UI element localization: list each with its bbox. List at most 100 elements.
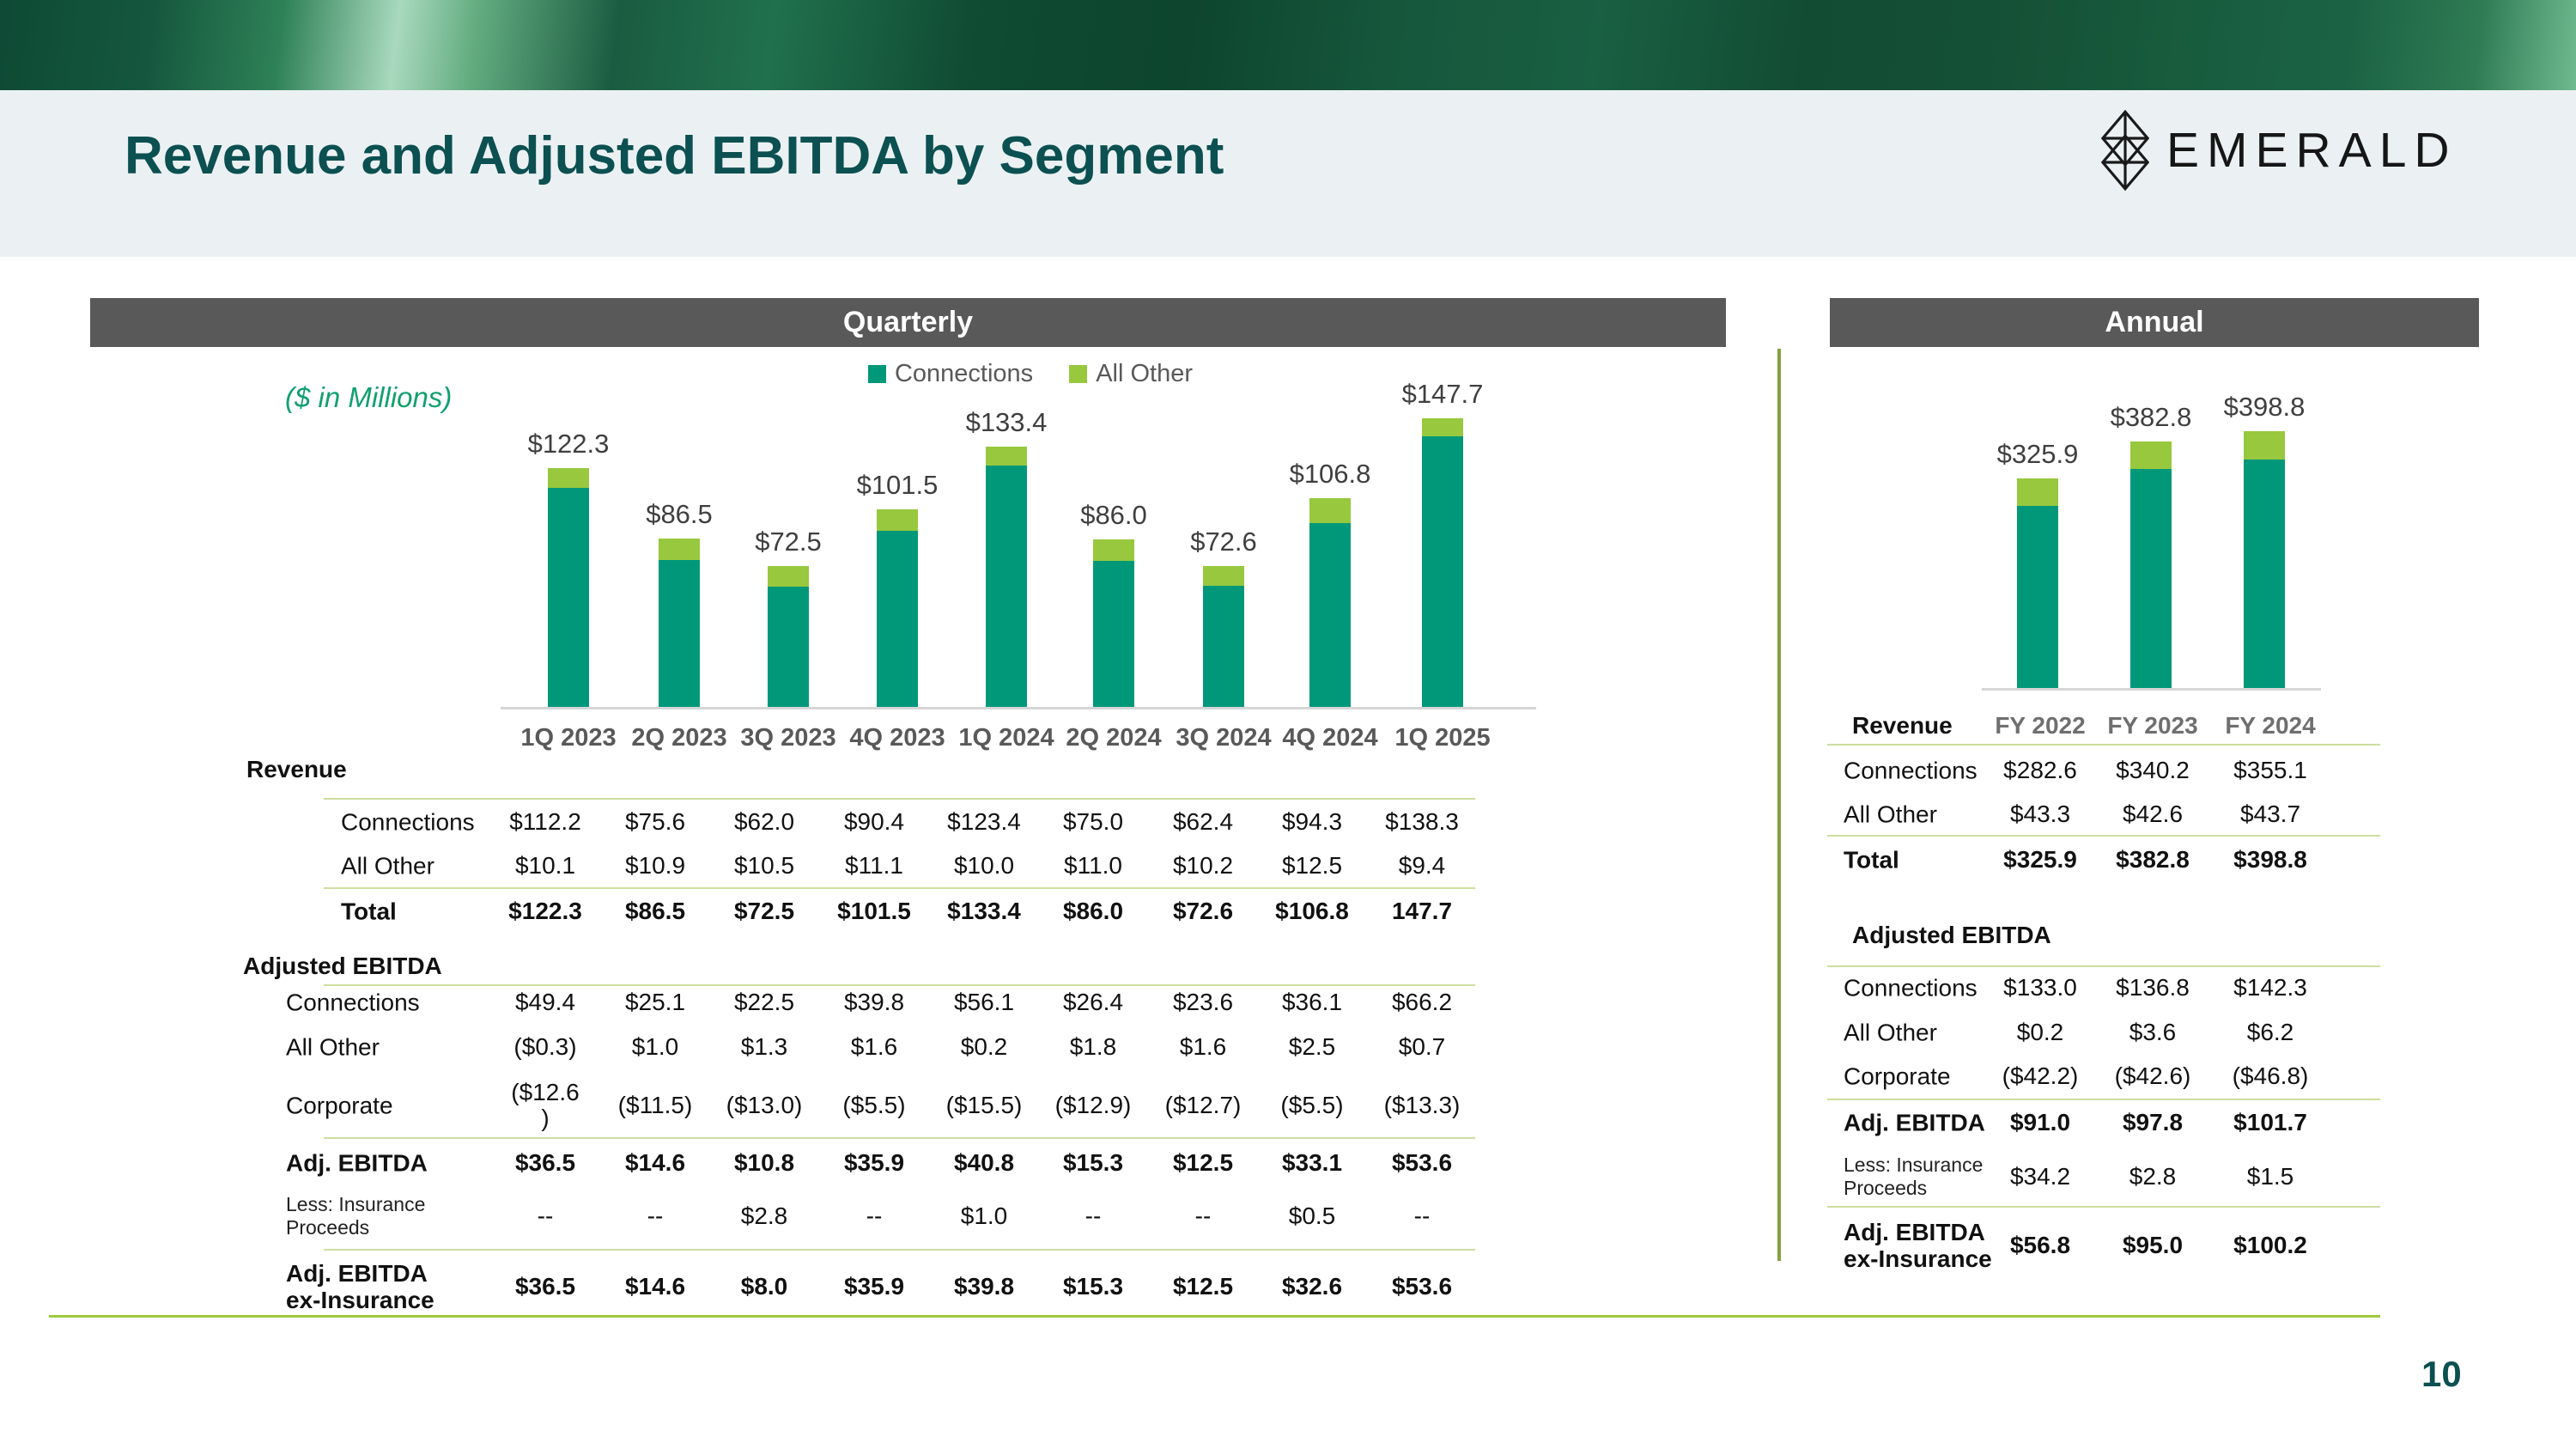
table-cell-value: $1.3 — [740, 1033, 788, 1060]
table-cell-value: ($12.9) — [1054, 1092, 1132, 1118]
table-cell-value: ($12.6 ) — [511, 1079, 580, 1131]
table-row-label: Corporate — [1844, 1062, 1951, 1090]
table-cell-value: $26.4 — [1062, 989, 1124, 1015]
table-row-label: Corporate — [286, 1092, 393, 1119]
table-cell-value: $72.6 — [1172, 898, 1234, 924]
table-cell-value: 147.7 — [1391, 898, 1453, 924]
table-cell-value: $35.9 — [843, 1273, 905, 1300]
bar-segment-connections — [1422, 436, 1463, 709]
bar-total-label: $101.5 — [856, 469, 939, 500]
table-cell-value: $100.2 — [2233, 1232, 2307, 1258]
table-cell-value: $14.6 — [624, 1273, 686, 1300]
bottom-rule-line — [49, 1315, 2380, 1318]
table-cell-value: ($5.5) — [1280, 1092, 1344, 1118]
table-cell-value: $112.2 — [509, 808, 581, 835]
bar-segment-connections — [2244, 459, 2285, 690]
table-cell-value: $2.8 — [740, 1202, 788, 1229]
bar-segment-all-other — [986, 446, 1027, 466]
top-banner-gradient — [0, 0, 2576, 90]
bar-total-label: $122.3 — [527, 428, 610, 459]
table-rule — [1827, 965, 2380, 967]
page-title: Revenue and Adjusted EBITDA by Segment — [125, 126, 1224, 186]
table-cell-value: $42.6 — [2122, 801, 2184, 827]
bar-total-label: $72.6 — [1190, 526, 1257, 557]
table-cell-value: $95.0 — [2122, 1232, 2184, 1258]
table-cell-value: $122.3 — [508, 898, 582, 924]
table-cell-value: ($42.2) — [2002, 1062, 2079, 1089]
table-cell-value: $53.6 — [1391, 1149, 1453, 1176]
table-rule — [1827, 1206, 2380, 1208]
table-cell-value: $22.5 — [733, 989, 795, 1015]
units-note: ($ in Millions) — [285, 381, 453, 413]
table-cell-value: $0.2 — [960, 1033, 1008, 1060]
table-cell-value: $101.5 — [837, 898, 911, 924]
table-cell-value: $66.2 — [1391, 989, 1453, 1015]
table-cell-value: -- — [1194, 1202, 1212, 1229]
table-cell-value: ($12.7) — [1164, 1092, 1242, 1118]
table-row-label: Adj. EBITDA — [1844, 1109, 1985, 1136]
bar-segment-all-other — [1093, 539, 1134, 562]
table-cell-value: $86.0 — [1062, 898, 1124, 924]
table-cell-value: $15.3 — [1062, 1273, 1124, 1300]
table-row-label: All Other — [1844, 801, 1937, 828]
table-cell-value: $355.1 — [2233, 757, 2307, 783]
table-cell-value: $3.6 — [2129, 1019, 2177, 1045]
bar-total-label: $325.9 — [1996, 438, 2079, 469]
section-divider-line — [1777, 349, 1781, 1261]
table-cell-value: $34.2 — [2009, 1163, 2071, 1190]
x-axis-label: 1Q 2023 — [520, 724, 617, 752]
table-cell-value: $0.5 — [1288, 1202, 1336, 1229]
table-rule — [324, 887, 1475, 889]
table-cell-value: $9.4 — [1398, 852, 1446, 879]
bar-segment-connections — [1203, 586, 1244, 709]
legend-item: Connections — [867, 359, 1034, 388]
table-cell-value: $43.3 — [2009, 801, 2071, 827]
table-row-label: Connections — [1844, 757, 1978, 784]
table-rule — [1827, 835, 2380, 837]
table-cell-value: $91.0 — [2009, 1109, 2071, 1135]
table-cell-value: $1.5 — [2246, 1163, 2294, 1190]
table-cell-value: $33.1 — [1281, 1149, 1343, 1176]
bar-total-label: $72.5 — [755, 526, 822, 557]
table-cell-value: $12.5 — [1172, 1273, 1234, 1300]
quarterly-x-axis-line — [501, 707, 1536, 709]
table-rule — [324, 798, 1475, 800]
table-cell-value: ($42.6) — [2114, 1062, 2191, 1089]
bar-segment-all-other — [2017, 478, 2058, 507]
bar-segment-all-other — [1422, 417, 1463, 437]
bar-total-label: $86.0 — [1080, 500, 1147, 531]
table-cell-value: $62.4 — [1172, 808, 1234, 835]
bar-segment-all-other — [548, 467, 589, 489]
table-section-header: Adjusted EBITDA — [243, 953, 442, 979]
legend-swatch-connections — [867, 364, 886, 383]
annual-col-header: FY 2023 — [2107, 712, 2198, 739]
bar-segment-connections — [1309, 523, 1351, 709]
table-cell-value: $10.8 — [733, 1149, 795, 1176]
legend-label: Connections — [894, 359, 1034, 387]
bar-segment-connections — [768, 587, 809, 709]
table-cell-value: ($11.5) — [617, 1092, 693, 1118]
legend-item: All Other — [1069, 360, 1193, 388]
table-cell-value: $12.5 — [1281, 852, 1343, 879]
table-cell-value: $32.6 — [1281, 1273, 1343, 1300]
table-cell-value: $39.8 — [953, 1273, 1015, 1300]
table-cell-value: $1.6 — [1179, 1033, 1227, 1060]
table-cell-value: $10.9 — [624, 852, 686, 879]
table-cell-value: $382.8 — [2116, 846, 2190, 873]
bar-segment-connections — [548, 488, 589, 709]
bar-segment-connections — [659, 559, 700, 709]
table-cell-value: $49.4 — [514, 989, 576, 1015]
table-cell-value: $11.1 — [845, 852, 903, 879]
bar-total-label: $147.7 — [1401, 378, 1484, 409]
bar-segment-all-other — [1309, 498, 1351, 524]
table-cell-value: ($46.8) — [2232, 1062, 2309, 1089]
table-cell-value: ($15.5) — [945, 1092, 1023, 1118]
x-axis-label: 1Q 2024 — [958, 724, 1054, 752]
table-rule — [324, 984, 1475, 986]
bar-total-label: $133.4 — [965, 406, 1048, 437]
table-cell-value: $72.5 — [733, 898, 795, 924]
bar-segment-all-other — [877, 508, 918, 531]
table-row-label: Adj. EBITDA ex-Insurance — [286, 1260, 434, 1313]
bar-segment-connections — [877, 530, 918, 709]
table-cell-value: -- — [647, 1202, 664, 1229]
